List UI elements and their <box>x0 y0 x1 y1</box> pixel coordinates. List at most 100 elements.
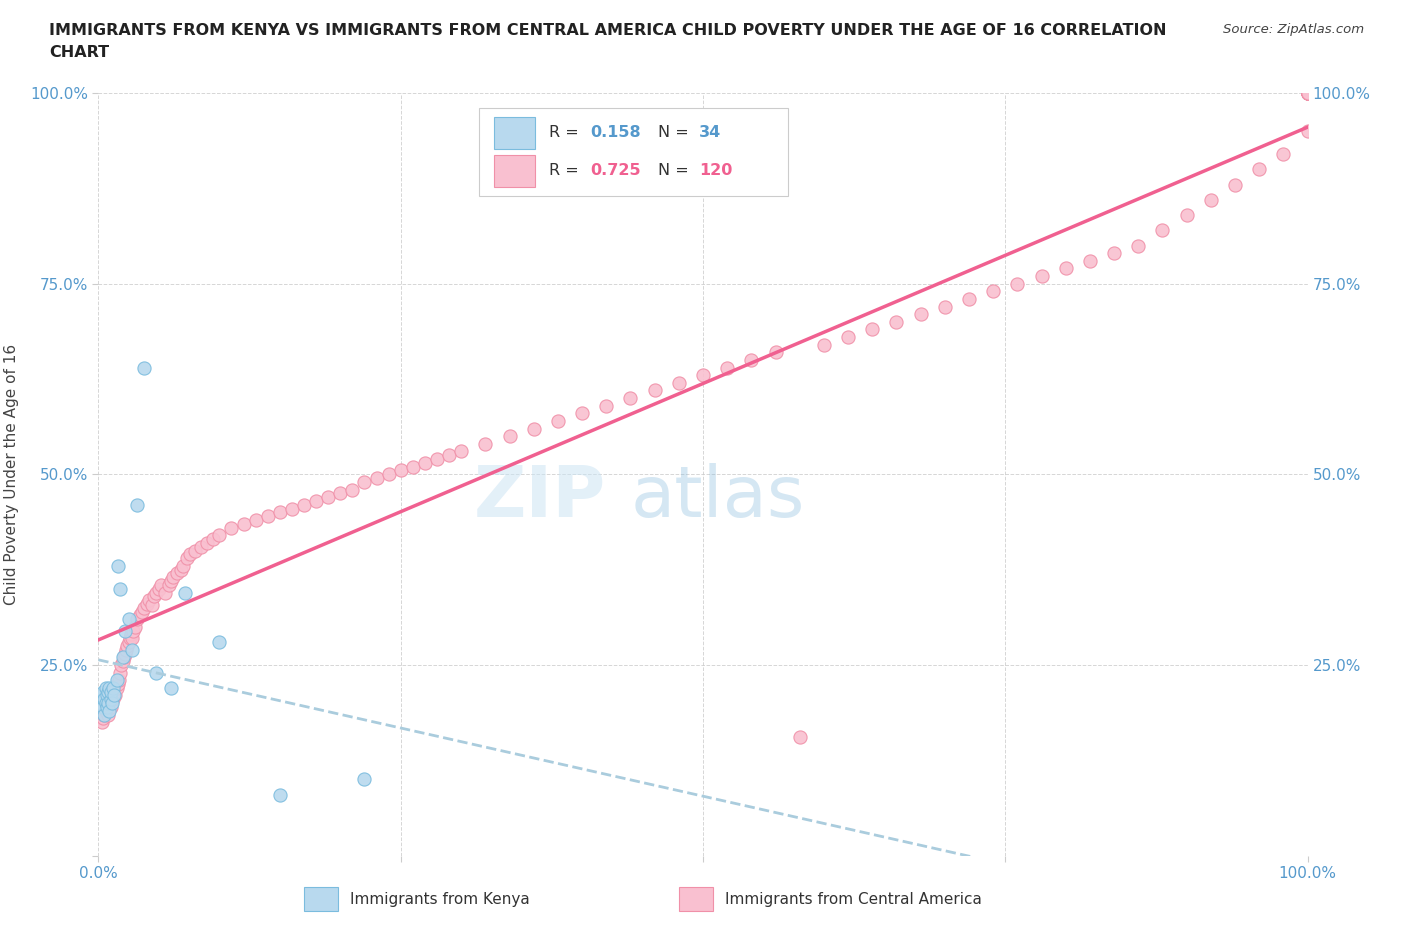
Point <box>101 681 124 696</box>
Point <box>100 684 122 699</box>
Point <box>1175 207 1198 222</box>
Point <box>474 436 496 451</box>
Point <box>981 284 1004 299</box>
Point <box>91 715 114 730</box>
Point <box>98 696 121 711</box>
Point <box>305 494 328 509</box>
Point <box>93 707 115 722</box>
Point <box>208 634 231 649</box>
Point <box>329 485 352 500</box>
Point <box>202 532 225 547</box>
Point <box>100 692 122 707</box>
Point <box>145 585 167 600</box>
Point <box>860 322 883 337</box>
Point <box>619 391 641 405</box>
Point <box>145 665 167 680</box>
Point <box>122 623 145 638</box>
Point <box>179 547 201 562</box>
Point <box>134 360 156 375</box>
Text: atlas: atlas <box>630 463 804 532</box>
Point <box>135 596 157 611</box>
Point <box>100 688 122 703</box>
Point <box>115 643 138 658</box>
Point <box>692 367 714 382</box>
Point <box>98 681 121 696</box>
FancyBboxPatch shape <box>494 154 534 187</box>
Point <box>121 643 143 658</box>
Point <box>413 456 436 471</box>
Point <box>1078 253 1101 268</box>
Point <box>1296 86 1319 100</box>
Point <box>150 578 173 592</box>
Point <box>93 692 115 707</box>
Point <box>100 696 122 711</box>
Point <box>402 459 425 474</box>
Point <box>353 474 375 489</box>
Point <box>103 688 125 703</box>
Point <box>353 772 375 787</box>
Point <box>292 498 315 512</box>
Point <box>118 631 141 645</box>
Point <box>1199 193 1222 207</box>
Point <box>389 463 412 478</box>
Point <box>97 696 120 711</box>
Point <box>118 634 141 649</box>
Point <box>91 699 114 714</box>
Point <box>1296 124 1319 139</box>
Point <box>195 536 218 551</box>
Point <box>1152 223 1174 238</box>
Point <box>813 338 835 352</box>
Point <box>114 646 136 661</box>
Point <box>1296 86 1319 100</box>
Point <box>668 376 690 391</box>
Text: 34: 34 <box>699 126 721 140</box>
Point <box>157 578 180 592</box>
Text: Immigrants from Kenya: Immigrants from Kenya <box>350 892 530 907</box>
Text: R =: R = <box>550 126 585 140</box>
Point <box>176 551 198 565</box>
Point <box>1102 246 1125 260</box>
Point <box>595 398 617 413</box>
Point <box>547 414 569 429</box>
Point <box>105 681 128 696</box>
Point <box>110 658 132 672</box>
Text: R =: R = <box>550 164 585 179</box>
Point <box>1128 238 1150 253</box>
FancyBboxPatch shape <box>494 116 534 149</box>
Point <box>114 623 136 638</box>
Point <box>184 543 207 558</box>
Point <box>1249 162 1271 177</box>
Point <box>1031 269 1053 284</box>
Point <box>93 707 115 722</box>
Point <box>837 329 859 344</box>
Point <box>91 711 114 725</box>
Point <box>108 672 131 687</box>
Point <box>269 787 291 802</box>
Point <box>148 581 170 596</box>
Point <box>1296 86 1319 100</box>
Point <box>138 592 160 607</box>
Point <box>1296 86 1319 100</box>
Point <box>162 570 184 585</box>
Point <box>316 490 339 505</box>
Point <box>426 452 449 467</box>
Point <box>111 650 134 665</box>
Point <box>644 383 666 398</box>
Point <box>134 601 156 616</box>
Point <box>107 558 129 573</box>
Point <box>765 345 787 360</box>
Point <box>105 672 128 687</box>
Point <box>94 681 117 696</box>
Point <box>221 520 243 535</box>
Point <box>716 360 738 375</box>
Text: IMMIGRANTS FROM KENYA VS IMMIGRANTS FROM CENTRAL AMERICA CHILD POVERTY UNDER THE: IMMIGRANTS FROM KENYA VS IMMIGRANTS FROM… <box>49 23 1167 38</box>
Text: 0.158: 0.158 <box>591 126 641 140</box>
Point <box>111 654 134 669</box>
Point <box>101 692 124 707</box>
Point <box>100 699 122 714</box>
Point <box>172 558 194 573</box>
FancyBboxPatch shape <box>679 887 713 911</box>
Point <box>498 429 520 444</box>
Point <box>118 612 141 627</box>
Point <box>96 699 118 714</box>
